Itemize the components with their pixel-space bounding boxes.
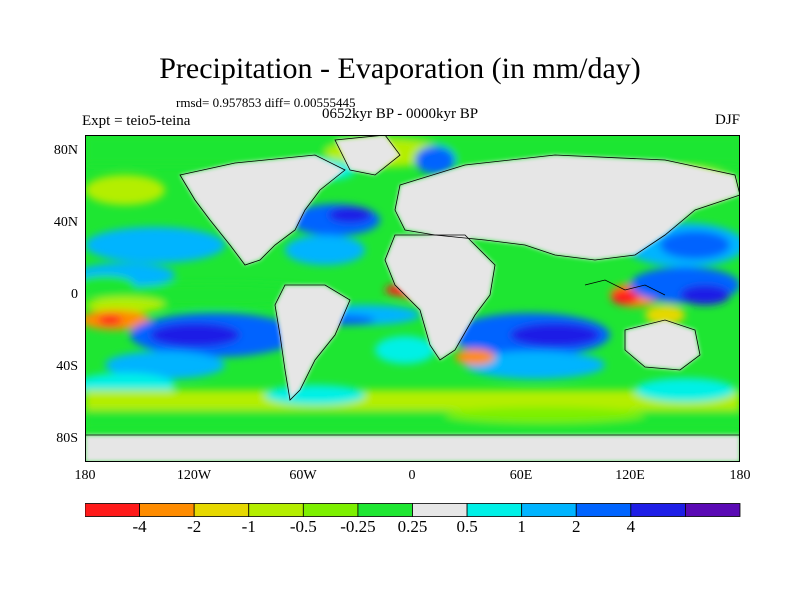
colorbar-swatch <box>466 503 523 517</box>
coastlines <box>85 135 740 436</box>
lon-tick-label: 60E <box>509 468 533 483</box>
colorbar-swatch <box>357 503 413 517</box>
lat-tick-label: 40N <box>53 215 78 230</box>
colorbar-swatch <box>521 503 577 517</box>
map-panel <box>85 135 740 462</box>
colorbar-label: -0.25 <box>340 517 376 536</box>
experiment-label: Expt = teio5-teina <box>82 113 191 129</box>
colorbar-label: -2 <box>187 517 202 536</box>
colorbar-label: 2 <box>572 517 581 536</box>
lat-tick-label: 80S <box>56 431 78 446</box>
colorbar-swatch <box>302 503 359 517</box>
map-frame <box>85 135 740 462</box>
lon-tick-label: 60W <box>289 468 317 483</box>
colorbar-label: -1 <box>241 517 256 536</box>
colorbar-swatch <box>412 503 468 517</box>
lat-tick-label: 80N <box>53 143 78 158</box>
lon-tick-label: 180 <box>74 468 96 483</box>
colorbar-label: 0.25 <box>397 517 428 536</box>
colorbar-swatch <box>685 503 741 517</box>
chart-title: Precipitation - Evaporation (in mm/day) <box>159 52 641 85</box>
colorbar-label: -4 <box>132 517 147 536</box>
colorbar-swatch <box>193 503 250 517</box>
land-areas <box>85 135 740 462</box>
colorbar-label: 0.5 <box>456 517 478 536</box>
colorbar-label: 1 <box>517 517 526 536</box>
time-period: 0652kyr BP - 0000kyr BP <box>322 106 479 122</box>
colorbar-swatch <box>85 503 140 517</box>
lon-tick-label: 120W <box>176 468 212 483</box>
pme-map <box>85 135 740 462</box>
lon-tick-label: 180 <box>729 468 751 483</box>
colorbar-swatch <box>139 503 195 517</box>
lat-tick-label: 40S <box>56 359 78 374</box>
colorbar <box>85 503 741 517</box>
lon-tick-label: 0 <box>408 468 416 483</box>
season-label: DJF <box>714 112 740 128</box>
colorbar-label: 4 <box>626 517 636 536</box>
colorbar-swatch <box>248 503 304 517</box>
colorbar-swatch <box>630 503 686 517</box>
rmsd-stats: rmsd= 0.957853 diff= 0.00555445 <box>176 95 356 110</box>
colorbar-swatch <box>575 503 632 517</box>
colorbar-label: -0.5 <box>289 517 317 536</box>
lat-tick-label: 0 <box>71 287 78 302</box>
lon-tick-label: 120E <box>615 468 645 483</box>
